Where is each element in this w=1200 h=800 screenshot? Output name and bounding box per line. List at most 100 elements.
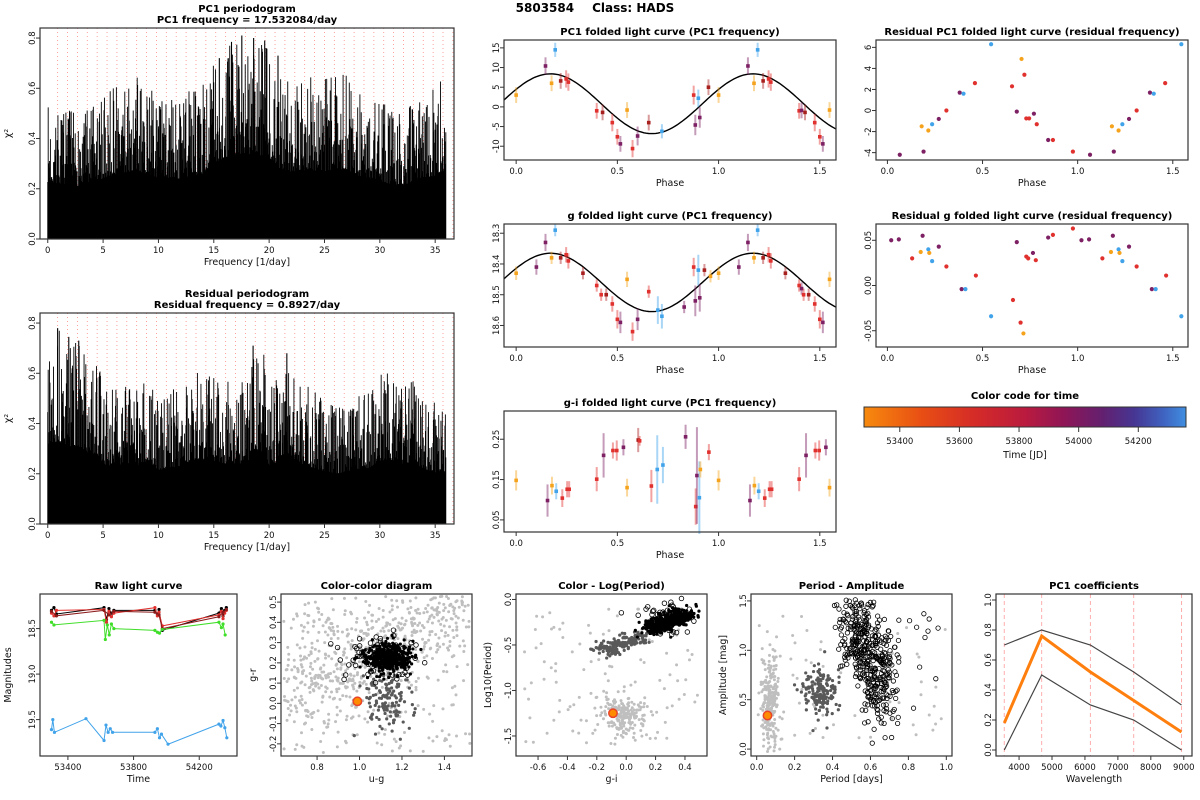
svg-text:54200: 54200 — [1125, 437, 1152, 447]
svg-text:0.00: 0.00 — [864, 276, 874, 295]
colorbar-svg: Color code for time 53400 53600 53800 54000 5… — [863, 391, 1187, 461]
pc1-periodogram-svg: 0 5 10 15 20 25 30 35 0.0 0.2 0.4 0.6 0.8 PC1 periodo… — [3, 4, 455, 268]
svg-text:1.5: 1.5 — [813, 167, 827, 177]
residual-pc1-folded-chart: 0.0 0.5 1.0 1.5 -4 -2 0 2 4 6 Residual PC1 folded … — [850, 16, 1200, 202]
svg-text:0.2: 0.2 — [649, 763, 663, 773]
svg-text:0.05: 0.05 — [492, 510, 502, 529]
svg-text:PC1 folded light curve (PC1 fr: PC1 folded light curve (PC1 frequency) — [560, 27, 779, 38]
svg-text:Frequency [1/day]: Frequency [1/day] — [204, 257, 290, 268]
svg-text:0.5: 0.5 — [976, 167, 990, 177]
svg-text:18.5: 18.5 — [492, 285, 502, 304]
period-amplitude-chart: 0.0 0.2 0.4 0.6 0.8 1.0 0.0 0.5 1.0 1.5 Period - A… — [715, 570, 960, 800]
svg-text:0.4: 0.4 — [28, 417, 38, 431]
time-colorbar-legend: Color code for time 53400 53600 53800 54000 5… — [850, 385, 1200, 499]
svg-text:Phase: Phase — [656, 178, 685, 189]
svg-text:Raw light curve: Raw light curve — [95, 581, 183, 592]
svg-text:53400: 53400 — [886, 437, 913, 447]
svg-text:-1.0: -1.0 — [504, 682, 514, 699]
residual-periodogram-chart: 0 5 10 15 20 25 30 35 0.0 0.2 0.4 0.6 0.8 Residual pe… — [0, 285, 460, 574]
raw-light-curve-chart: 53400 53800 54200 18.5 19.0 19.5 Raw light cur… — [0, 570, 245, 800]
svg-text:5: 5 — [100, 531, 105, 541]
res-pc1-svg: 0.0 0.5 1.0 1.5 -4 -2 0 2 4 6 Residual PC1 folded … — [864, 27, 1189, 189]
svg-text:5: 5 — [492, 85, 502, 90]
color-logperiod-chart: -0.6 -0.4 -0.2 0.0 0.2 0.4 0.0 -0.5 -1.0 -1.5 Colo… — [480, 570, 715, 800]
class-label: Class: HADS — [592, 1, 675, 15]
svg-text:-0.1: -0.1 — [269, 715, 279, 732]
color-color-diagram-chart: 0.8 1.0 1.2 1.4 -0.2 -0.1 0.0 0.1 0.2 0.3 0.4 0.5 Co… — [245, 570, 480, 800]
svg-text:35: 35 — [430, 246, 441, 256]
svg-text:0.0: 0.0 — [28, 232, 38, 246]
svg-text:0.0: 0.0 — [509, 167, 523, 177]
svg-text:0.0: 0.0 — [28, 517, 38, 531]
svg-text:Residual g folded light curve: Residual g folded light curve (residual … — [892, 211, 1173, 222]
svg-text:0.0: 0.0 — [504, 593, 514, 607]
pc1-periodogram-chart: 0 5 10 15 20 25 30 35 0.0 0.2 0.4 0.6 0.8 PC1 periodo… — [0, 0, 460, 289]
svg-text:Color-color diagram: Color-color diagram — [321, 581, 433, 592]
svg-text:g-i: g-i — [605, 774, 617, 785]
svg-text:-2: -2 — [864, 127, 874, 135]
svg-text:0.15: 0.15 — [492, 470, 502, 489]
svg-text:0.2: 0.2 — [269, 656, 279, 670]
svg-text:g-r: g-r — [248, 668, 259, 681]
svg-text:0.8: 0.8 — [28, 316, 38, 330]
svg-text:0.0: 0.0 — [269, 697, 279, 711]
svg-text:-4: -4 — [864, 148, 874, 156]
svg-text:g folded light curve (PC1 freq: g folded light curve (PC1 frequency) — [568, 211, 773, 222]
svg-text:19.0: 19.0 — [28, 665, 38, 684]
pc1-folded-light-curve-chart: 0.0 0.5 1.0 1.5 -10 -5 0 5 10 15 PC1 folded light … — [460, 16, 850, 202]
svg-text:0.5: 0.5 — [269, 595, 279, 609]
svg-text:18.5: 18.5 — [28, 619, 38, 638]
svg-text:5: 5 — [100, 246, 105, 256]
svg-text:Magnitudes: Magnitudes — [3, 647, 14, 702]
svg-text:54200: 54200 — [186, 763, 213, 773]
svg-text:Color - Log(Period): Color - Log(Period) — [558, 581, 665, 592]
svg-text:0.4: 0.4 — [28, 132, 38, 146]
svg-text:1.5: 1.5 — [813, 539, 827, 549]
svg-text:1.0: 1.0 — [1071, 354, 1085, 364]
svg-text:Residual frequency = 0.8927/da: Residual frequency = 0.8927/day — [154, 300, 341, 311]
svg-text:10: 10 — [492, 62, 502, 73]
svg-text:1.5: 1.5 — [1166, 167, 1180, 177]
svg-text:10: 10 — [153, 531, 164, 541]
svg-text:1.0: 1.0 — [1071, 167, 1085, 177]
svg-text:25: 25 — [319, 531, 330, 541]
svg-text:1.0: 1.0 — [712, 539, 726, 549]
svg-text:0: 0 — [45, 246, 50, 256]
svg-text:0.0: 0.0 — [619, 763, 633, 773]
svg-text:1.4: 1.4 — [438, 763, 452, 773]
object-id: 5803584 — [515, 1, 575, 15]
svg-text:0.2: 0.2 — [28, 467, 38, 481]
svg-text:0.6: 0.6 — [28, 82, 38, 96]
svg-text:54000: 54000 — [1065, 437, 1092, 447]
svg-text:-0.6: -0.6 — [530, 763, 547, 773]
svg-text:0.3: 0.3 — [269, 636, 279, 650]
svg-text:10: 10 — [153, 246, 164, 256]
svg-text:18.3: 18.3 — [492, 224, 502, 243]
svg-text:19.5: 19.5 — [28, 710, 38, 729]
svg-text:53600: 53600 — [946, 437, 973, 447]
svg-text:Phase: Phase — [656, 550, 685, 561]
svg-text:30: 30 — [374, 531, 385, 541]
svg-text:-0.5: -0.5 — [504, 637, 514, 654]
pc1-folded-svg: 0.0 0.5 1.0 1.5 -10 -5 0 5 10 15 PC1 folded light … — [492, 27, 837, 189]
color-color-svg: 0.8 1.0 1.2 1.4 -0.2 -0.1 0.0 0.1 0.2 0.3 0.4 0.5 Co… — [248, 581, 473, 785]
svg-text:20: 20 — [264, 531, 275, 541]
svg-text:Color code for time: Color code for time — [971, 391, 1079, 402]
svg-text:Time: Time — [126, 774, 150, 785]
g-folded-svg: 0.0 0.5 1.0 1.5 18.3 18.4 18.5 18.6 g folded lig… — [492, 211, 837, 376]
svg-text:u-g: u-g — [369, 774, 384, 785]
svg-text:χ²: χ² — [3, 129, 14, 138]
svg-text:χ²: χ² — [3, 414, 14, 423]
svg-text:0: 0 — [492, 104, 502, 109]
raw-svg: 53400 53800 54200 18.5 19.0 19.5 Raw light cur… — [3, 581, 238, 785]
svg-text:0.4: 0.4 — [269, 616, 279, 630]
pc1-coefficients-svg: 4000 5000 6000 7000 8000 90000.00.20.40.60.81… — [984, 581, 1195, 785]
svg-text:0.0: 0.0 — [509, 539, 523, 549]
svg-text:PC1 periodogram: PC1 periodogram — [198, 4, 296, 15]
svg-text:0.5: 0.5 — [611, 539, 625, 549]
svg-text:Time [JD]: Time [JD] — [1002, 450, 1047, 461]
svg-text:18.4: 18.4 — [492, 255, 502, 274]
svg-text:25: 25 — [319, 246, 330, 256]
svg-text:-10: -10 — [492, 139, 502, 153]
